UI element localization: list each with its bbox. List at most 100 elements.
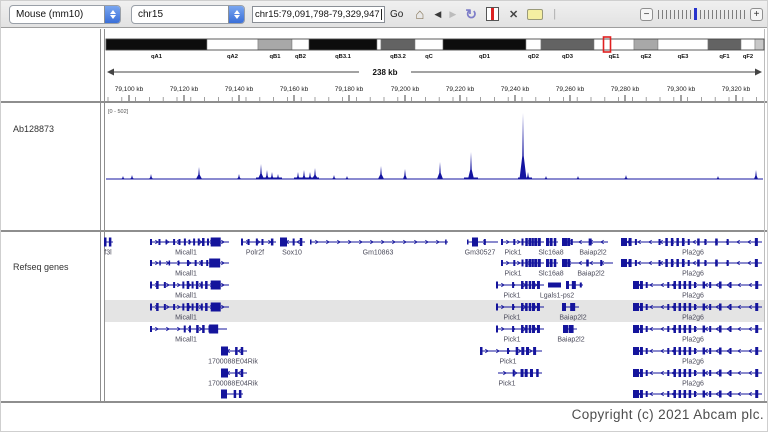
exon-block[interactable]	[521, 347, 525, 355]
exon-block[interactable]	[546, 238, 549, 246]
exon-block[interactable]	[693, 282, 696, 288]
exon-block[interactable]	[645, 391, 648, 397]
zoom-slider-tick[interactable]	[682, 9, 683, 19]
exon-block[interactable]	[513, 260, 516, 266]
exon-block[interactable]	[525, 259, 528, 267]
exon-block[interactable]	[467, 239, 469, 245]
exon-block[interactable]	[633, 281, 639, 289]
exon-block[interactable]	[173, 239, 176, 245]
exon-block[interactable]	[678, 303, 682, 311]
zoom-slider-tick[interactable]	[686, 9, 687, 19]
zoom-slider-ticks[interactable]	[658, 8, 745, 20]
chromosome-select[interactable]: chr15	[131, 4, 245, 24]
exon-block[interactable]	[633, 390, 639, 398]
zoom-slider-thumb[interactable]	[694, 8, 697, 20]
exon-block[interactable]	[183, 325, 186, 333]
exon-block[interactable]	[515, 347, 519, 355]
exon-block[interactable]	[163, 282, 166, 288]
exon-block[interactable]	[667, 282, 670, 288]
exon-block[interactable]	[280, 237, 287, 247]
exon-block[interactable]	[645, 282, 648, 288]
exon-block[interactable]	[210, 280, 221, 290]
exon-block[interactable]	[683, 347, 687, 355]
exon-block[interactable]	[150, 303, 152, 311]
go-button[interactable]: Go	[390, 8, 404, 20]
zoom-slider-tick[interactable]	[712, 9, 713, 19]
exon-block[interactable]	[621, 259, 627, 267]
exon-block[interactable]	[205, 303, 208, 311]
exon-block[interactable]	[567, 238, 571, 246]
exon-block[interactable]	[673, 369, 676, 377]
exon-block[interactable]	[549, 259, 553, 267]
exon-block[interactable]	[729, 326, 732, 332]
exon-block[interactable]	[688, 347, 692, 355]
exon-block[interactable]	[521, 303, 524, 311]
exon-block[interactable]	[480, 347, 483, 355]
exon-block[interactable]	[586, 259, 589, 267]
exon-block[interactable]	[150, 239, 152, 245]
exon-block[interactable]	[709, 370, 712, 376]
exon-block[interactable]	[670, 238, 674, 246]
exon-block[interactable]	[553, 259, 557, 267]
exon-block[interactable]	[194, 260, 197, 266]
zoom-slider-tick[interactable]	[744, 9, 745, 19]
exon-block[interactable]	[553, 238, 557, 246]
exon-block[interactable]	[472, 237, 478, 247]
exon-block[interactable]	[667, 348, 670, 354]
back-icon[interactable]: ◀	[434, 8, 442, 19]
exon-block[interactable]	[683, 303, 687, 311]
exon-block[interactable]	[200, 281, 203, 289]
exon-block[interactable]	[186, 303, 190, 311]
exon-block[interactable]	[191, 303, 194, 311]
exon-block[interactable]	[310, 239, 312, 245]
exon-block[interactable]	[719, 390, 722, 398]
exon-block[interactable]	[183, 238, 186, 246]
exon-block[interactable]	[562, 259, 567, 267]
exon-block[interactable]	[299, 238, 303, 246]
exon-block[interactable]	[693, 370, 696, 376]
genome-select[interactable]: Mouse (mm10)	[9, 4, 121, 24]
exon-block[interactable]	[270, 238, 274, 246]
exon-block[interactable]	[633, 369, 639, 377]
zoom-slider-tick[interactable]	[740, 9, 741, 19]
exon-block[interactable]	[678, 347, 682, 355]
exon-block[interactable]	[200, 303, 203, 311]
exon-block[interactable]	[633, 303, 639, 311]
exon-block[interactable]	[562, 303, 566, 311]
exon-block[interactable]	[704, 239, 707, 245]
exon-block[interactable]	[645, 304, 648, 310]
exon-block[interactable]	[639, 369, 643, 377]
zoom-slider-tick[interactable]	[678, 9, 679, 19]
exon-block[interactable]	[678, 390, 682, 398]
exon-block[interactable]	[658, 239, 661, 245]
exon-block[interactable]	[521, 281, 524, 289]
exon-block[interactable]	[693, 348, 696, 354]
exon-block[interactable]	[182, 281, 185, 289]
region-tool-icon[interactable]	[485, 7, 499, 21]
exon-block[interactable]	[683, 325, 687, 333]
exon-block[interactable]	[528, 259, 532, 267]
exon-block[interactable]	[670, 259, 674, 267]
exon-block[interactable]	[687, 260, 690, 266]
exon-block[interactable]	[496, 325, 498, 333]
exon-block[interactable]	[533, 347, 537, 355]
exon-block[interactable]	[205, 281, 208, 289]
exon-block[interactable]	[697, 238, 700, 246]
exon-block[interactable]	[681, 238, 685, 246]
exon-block[interactable]	[693, 326, 696, 332]
exon-block[interactable]	[233, 390, 237, 398]
exon-block[interactable]	[639, 390, 643, 398]
exon-block[interactable]	[512, 282, 515, 288]
exon-block[interactable]	[108, 237, 112, 247]
exon-block[interactable]	[566, 281, 569, 289]
exon-block[interactable]	[719, 325, 722, 333]
exon-block[interactable]	[702, 347, 706, 355]
exon-block[interactable]	[193, 238, 196, 246]
zoom-slider-tick[interactable]	[720, 9, 721, 19]
exon-block[interactable]	[150, 260, 152, 266]
track-label-genes[interactable]: Refseq genes	[13, 262, 69, 272]
track-label-signal[interactable]: Ab128873	[13, 124, 55, 134]
zoom-slider-tick[interactable]	[666, 9, 667, 19]
exon-block[interactable]	[719, 281, 722, 289]
exon-block[interactable]	[191, 281, 194, 289]
